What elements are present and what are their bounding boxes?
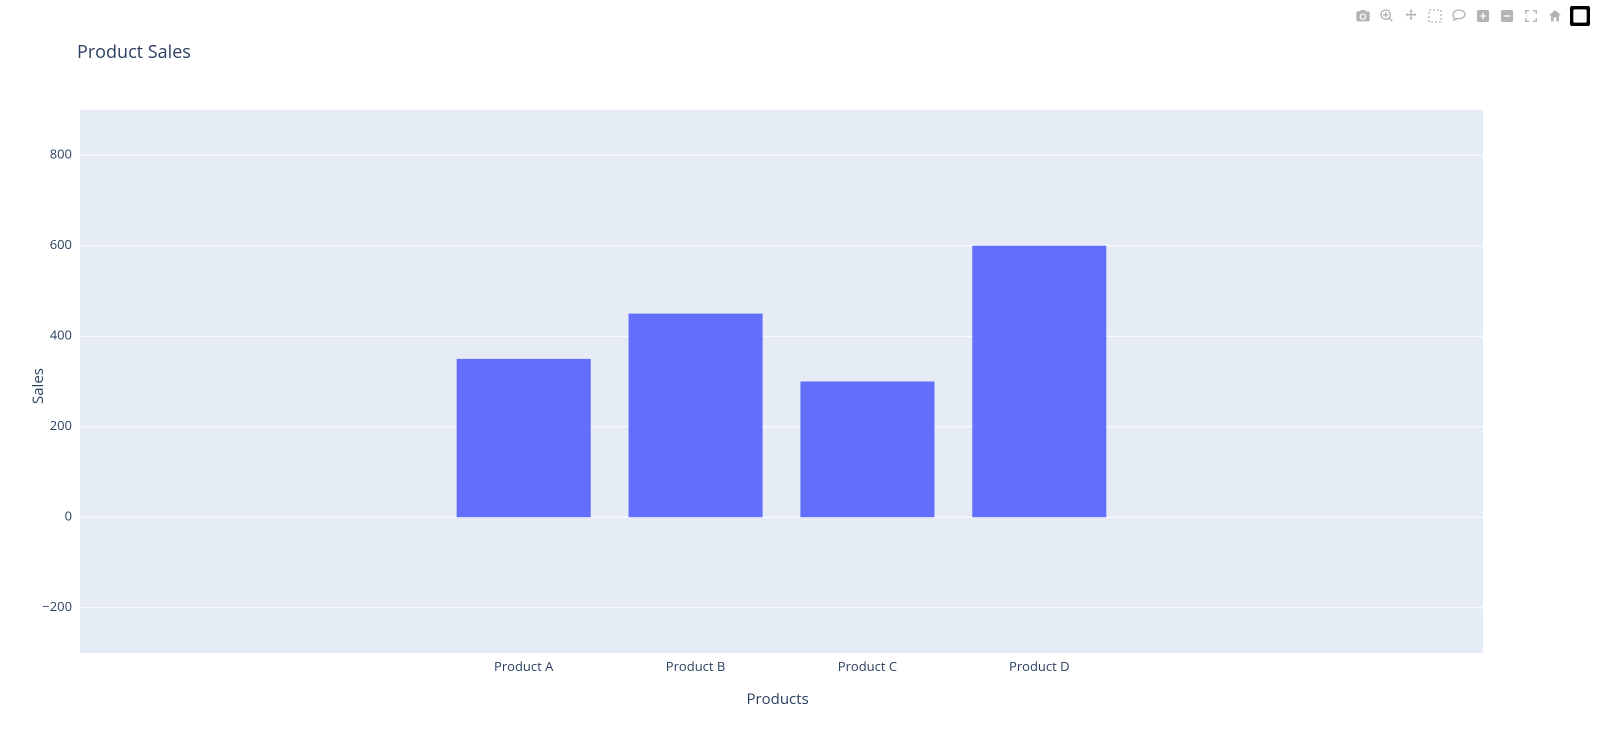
autoscale-icon[interactable]: [1522, 7, 1540, 25]
lasso-select-icon[interactable]: [1450, 7, 1468, 25]
x-tick-label: Product D: [1009, 657, 1070, 675]
bar[interactable]: [800, 382, 934, 518]
x-tick-label: Product A: [494, 657, 554, 675]
plotly-logo-icon[interactable]: [1570, 6, 1590, 26]
x-tick-label: Product C: [838, 657, 897, 675]
y-tick-label: 0: [65, 507, 72, 525]
box-select-icon[interactable]: [1426, 7, 1444, 25]
y-tick-label: 400: [50, 326, 72, 344]
reset-axes-icon[interactable]: [1546, 7, 1564, 25]
y-tick-label: 200: [50, 416, 72, 434]
y-tick-label: 800: [50, 145, 72, 163]
bar-chart[interactable]: −2000200400600800Product AProduct BProdu…: [0, 0, 1600, 746]
plot-toolbar: [1354, 6, 1590, 26]
x-tick-label: Product B: [666, 657, 726, 675]
zoom-icon[interactable]: [1378, 7, 1396, 25]
camera-icon[interactable]: [1354, 7, 1372, 25]
chart-container: Product Sales −2000200400600800Product A…: [0, 0, 1600, 746]
zoom-in-icon[interactable]: [1474, 7, 1492, 25]
y-axis-title: Sales: [28, 368, 48, 404]
pan-icon[interactable]: [1402, 7, 1420, 25]
bar[interactable]: [457, 359, 591, 517]
y-tick-label: 600: [50, 235, 72, 253]
x-axis-title: Products: [747, 689, 809, 709]
zoom-out-icon[interactable]: [1498, 7, 1516, 25]
y-tick-label: −200: [42, 597, 72, 615]
bar[interactable]: [629, 314, 763, 518]
bar[interactable]: [972, 246, 1106, 518]
